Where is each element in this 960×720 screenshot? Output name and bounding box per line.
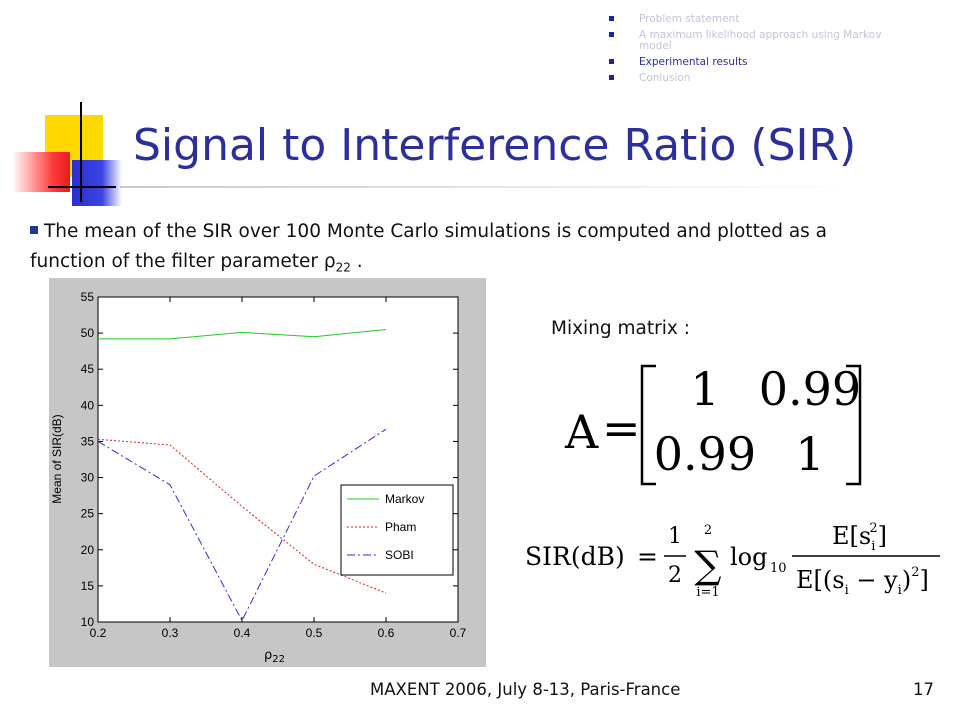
x-tick-label: 0.4 — [234, 626, 251, 640]
y-tick-label: 45 — [81, 362, 95, 376]
legend-box — [340, 484, 454, 576]
bullet-text-main: The mean of the SIR over 100 Monte Carlo… — [30, 221, 828, 272]
sir-den-text: E[(s — [796, 566, 845, 594]
series-line-sobi — [97, 428, 387, 622]
sir-den-i: i — [845, 583, 849, 598]
footer-text: MAXENT 2006, July 8-13, Paris-France — [370, 680, 681, 699]
bullet-icon — [609, 59, 614, 64]
bullet-icon — [609, 75, 614, 80]
sir-num-pow: 2 — [869, 521, 877, 536]
nav-item-label: Experimental results — [639, 56, 748, 68]
slide-title: Signal to Interference Ratio (SIR) — [133, 120, 857, 171]
y-tick-label: 55 — [81, 290, 95, 304]
x-tick-label: 0.7 — [450, 626, 467, 640]
axis-ticks: 0.2 0.3 0.4 0.5 0.6 0.7 10 15 20 25 30 35 40 45 50 55 — [81, 290, 467, 640]
log-text: log — [730, 543, 768, 571]
bullet-icon — [609, 16, 614, 21]
nav-item-conclusion[interactable]: Conlusion — [609, 73, 909, 84]
sir-den-minus: − y — [849, 566, 898, 594]
sir-den-i2: i — [898, 583, 902, 598]
sir-numerator: E[si 2] — [832, 521, 887, 554]
sir-den-close: ) — [902, 566, 911, 594]
sum-sign: ∑ — [694, 543, 721, 587]
bullet-subscript: 22 — [335, 260, 351, 275]
page-number: 17 — [913, 680, 934, 699]
matrix-equation: A = 1 0.99 0.99 1 — [564, 362, 862, 486]
matrix-cell-22: 1 — [795, 427, 824, 481]
legend-label-sobi: SOBI — [385, 548, 414, 562]
sir-lhs: SIR(dB) — [525, 542, 625, 571]
y-tick-label: 30 — [81, 471, 95, 485]
nav-item-problem-statement[interactable]: Problem statement — [609, 14, 909, 25]
equals-sign: = — [602, 401, 641, 455]
logo-vertical-line — [80, 102, 82, 202]
matrix-lhs: A — [564, 405, 599, 459]
sir-denominator: E[(si − yi)2] — [796, 565, 929, 598]
title-underline — [120, 186, 860, 188]
x-tick-label: 0.5 — [306, 626, 323, 640]
bullet-paragraph: The mean of the SIR over 100 Monte Carlo… — [30, 217, 860, 283]
nav-item-ml-approach[interactable]: A maximum likelihood approach using Mark… — [609, 30, 909, 52]
nav-item-label: Problem statement — [639, 13, 740, 25]
sir-num-text: E[s — [832, 522, 871, 550]
y-tick-label: 15 — [81, 579, 95, 593]
sir-num-i: i — [871, 539, 875, 554]
legend: Markov Pham SOBI — [340, 484, 454, 576]
sir-chart: 0.2 0.3 0.4 0.5 0.6 0.7 10 15 20 25 30 35 40 45 50 55 M… — [49, 278, 486, 667]
legend-label-pham: Pham — [385, 520, 416, 534]
nav-item-experimental-results[interactable]: Experimental results — [609, 57, 909, 68]
y-tick-label: 10 — [81, 615, 95, 629]
x-axis-label: ρ22 — [264, 648, 285, 665]
nav-item-label: A maximum likelihood approach using Mark… — [639, 29, 882, 52]
y-tick-label: 35 — [81, 434, 95, 448]
series-line-pham — [97, 438, 387, 594]
x-tick-label: 0.2 — [90, 626, 107, 640]
x-tick-label: 0.3 — [162, 626, 179, 640]
sum-upper: 2 — [704, 523, 712, 538]
bullet-icon — [609, 32, 614, 37]
sum-lower: i=1 — [696, 585, 719, 600]
x-axis-label-sub: 22 — [272, 654, 285, 665]
y-tick-label: 25 — [81, 507, 95, 521]
x-tick-label: 0.6 — [378, 626, 395, 640]
sir-num-close: ] — [878, 522, 887, 550]
chart-svg: 0.2 0.3 0.4 0.5 0.6 0.7 10 15 20 25 30 35 40 45 50 55 M… — [50, 290, 467, 665]
y-tick-label: 20 — [81, 543, 95, 557]
sir-formula: SIR(dB) = 1 2 2 ∑ i=1 log 10 E[si2] E[(s… — [525, 521, 940, 600]
sir-den-pow: 2 — [911, 565, 919, 580]
y-tick-label: 50 — [81, 326, 95, 340]
y-tick-label: 40 — [81, 398, 95, 412]
sir-coef-num: 1 — [668, 524, 682, 549]
logo-red-square — [12, 152, 70, 192]
sir-coef-den: 2 — [668, 563, 682, 588]
matrix-cell-11: 1 — [690, 362, 719, 416]
matrix-cell-21: 0.99 — [654, 427, 756, 481]
bullet-text-end: . — [350, 251, 363, 272]
series-line-markov — [98, 329, 387, 340]
log-base: 10 — [770, 561, 787, 576]
y-axis-label: Mean of SIR(dB) — [50, 414, 64, 503]
logo-horizontal-line — [48, 186, 116, 188]
nav-item-label: Conlusion — [639, 72, 691, 84]
legend-label-markov: Markov — [385, 492, 424, 506]
section-outline: Problem statement A maximum likelihood a… — [609, 14, 909, 89]
mixing-matrix-label: Mixing matrix : — [551, 318, 690, 339]
matrix-cell-12: 0.99 — [759, 362, 861, 416]
equations: A = 1 0.99 0.99 1 SIR(dB) = 1 2 2 ∑ i=1 … — [525, 362, 940, 600]
left-bracket — [640, 364, 656, 486]
data-series — [97, 329, 387, 622]
sir-den-end: ] — [920, 566, 929, 594]
bullet-icon — [30, 226, 38, 234]
x-axis-label-main: ρ — [264, 648, 272, 663]
sir-equals: = — [637, 542, 658, 571]
right-bracket — [846, 364, 862, 486]
